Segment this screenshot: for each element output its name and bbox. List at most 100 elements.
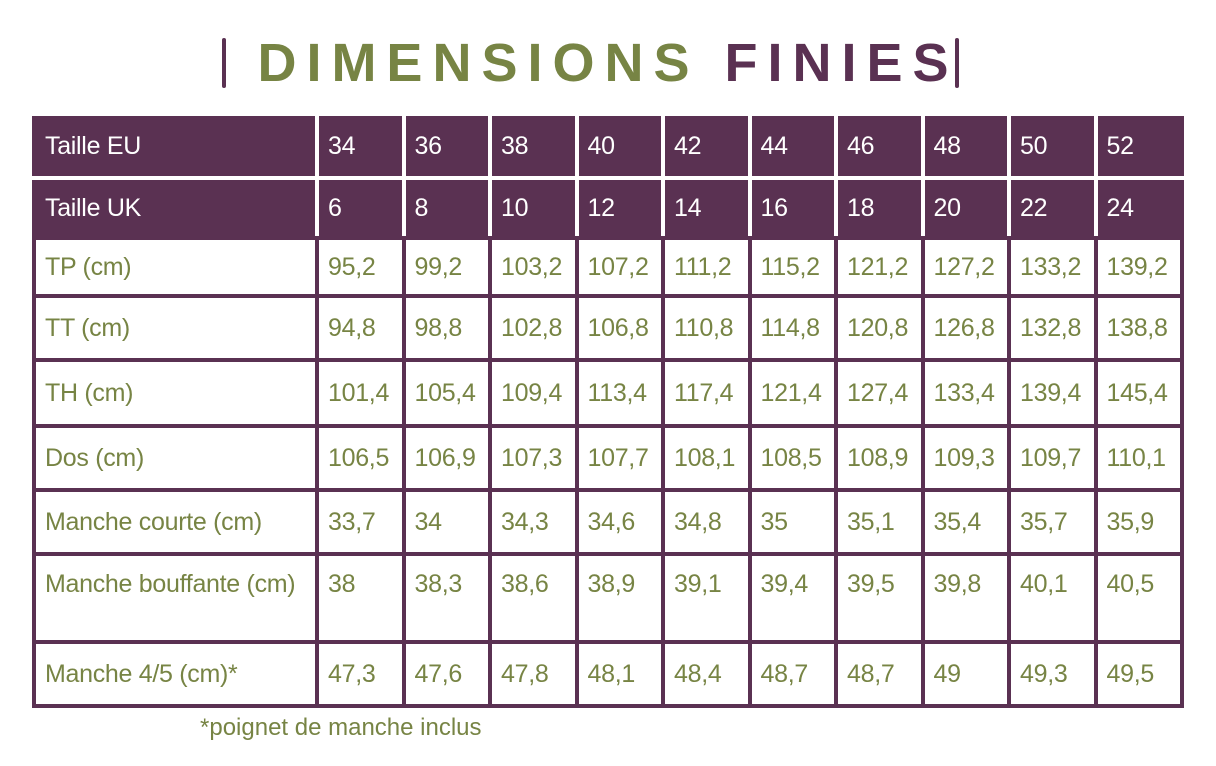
table-row: TT (cm) 94,8 98,8 102,8 106,8 110,8 114,8 120,8… xyxy=(32,294,1184,362)
table-cell: 113,4 xyxy=(574,358,665,428)
title-part-1: DIMENSIONS xyxy=(257,33,700,93)
table-cell: 34 xyxy=(401,488,492,556)
table-cell: 34 xyxy=(315,116,406,180)
table-cell: 121,4 xyxy=(747,358,838,428)
table-cell: 117,4 xyxy=(661,358,752,428)
page-title: DIMENSIONS FINIES xyxy=(0,28,1216,98)
table-cell: 106,8 xyxy=(574,294,665,362)
table-cell: 12 xyxy=(574,176,665,240)
row-label: Taille UK xyxy=(32,176,319,240)
row-label: Manche 4/5 (cm)* xyxy=(32,640,319,708)
table-cell: 99,2 xyxy=(401,236,492,298)
table-cell: 108,5 xyxy=(747,424,838,492)
table-cell: 34,3 xyxy=(488,488,579,556)
table-cell: 139,2 xyxy=(1093,236,1184,298)
table-cell: 42 xyxy=(661,116,752,180)
footnote: *poignet de manche inclus xyxy=(200,714,482,741)
table-cell: 40,5 xyxy=(1093,552,1184,644)
table-cell: 108,1 xyxy=(661,424,752,492)
table-cell: 133,2 xyxy=(1007,236,1098,298)
table-cell: 49 xyxy=(920,640,1011,708)
table-row: TP (cm) 95,2 99,2 103,2 107,2 111,2 115,2 121,2… xyxy=(32,236,1184,298)
table-cell: 107,3 xyxy=(488,424,579,492)
row-label: TH (cm) xyxy=(32,358,319,428)
table-cell: 39,5 xyxy=(834,552,925,644)
title-part-2: FINIES xyxy=(724,33,959,93)
table-cell: 139,4 xyxy=(1007,358,1098,428)
table-cell: 20 xyxy=(920,176,1011,240)
table-cell: 106,5 xyxy=(315,424,406,492)
table-cell: 48,4 xyxy=(661,640,752,708)
table-cell: 38,3 xyxy=(401,552,492,644)
table-row: Manche courte (cm) 33,7 34 34,3 34,6 34,8 35 35… xyxy=(32,488,1184,556)
table-cell: 10 xyxy=(488,176,579,240)
table-cell: 121,2 xyxy=(834,236,925,298)
table-cell: 6 xyxy=(315,176,406,240)
table-cell: 35,7 xyxy=(1007,488,1098,556)
table-cell: 107,2 xyxy=(574,236,665,298)
row-label: Manche courte (cm) xyxy=(32,488,319,556)
table-cell: 38 xyxy=(488,116,579,180)
row-label: Manche bouffante (cm) xyxy=(32,552,319,644)
size-table: Taille EU 34 36 38 40 42 44 46 48 50 52 Taille UK 6 8… xyxy=(32,116,1184,708)
table-cell: 109,7 xyxy=(1007,424,1098,492)
table-cell: 132,8 xyxy=(1007,294,1098,362)
table-cell: 49,3 xyxy=(1007,640,1098,708)
table-cell: 38,9 xyxy=(574,552,665,644)
table-cell: 46 xyxy=(834,116,925,180)
table-cell: 38,6 xyxy=(488,552,579,644)
title-left-bar xyxy=(222,38,226,88)
table-cell: 35,9 xyxy=(1093,488,1184,556)
table-cell: 35 xyxy=(747,488,838,556)
table-cell: 110,1 xyxy=(1093,424,1184,492)
table-cell: 138,8 xyxy=(1093,294,1184,362)
table-cell: 24 xyxy=(1093,176,1184,240)
table-cell: 40,1 xyxy=(1007,552,1098,644)
table-row: Manche bouffante (cm) 38 38,3 38,6 38,9 39,1 3… xyxy=(32,552,1184,644)
table-row: TH (cm) 101,4 105,4 109,4 113,4 117,4 121,4 127… xyxy=(32,358,1184,428)
row-label: TT (cm) xyxy=(32,294,319,362)
table-cell: 35,4 xyxy=(920,488,1011,556)
table-cell: 50 xyxy=(1007,116,1098,180)
table-cell: 126,8 xyxy=(920,294,1011,362)
table-cell: 49,5 xyxy=(1093,640,1184,708)
table-cell: 105,4 xyxy=(401,358,492,428)
table-cell: 34,6 xyxy=(574,488,665,556)
table-cell: 48,1 xyxy=(574,640,665,708)
table-cell: 40 xyxy=(574,116,665,180)
row-label: Dos (cm) xyxy=(32,424,319,492)
table-cell: 47,6 xyxy=(401,640,492,708)
table-cell: 39,4 xyxy=(747,552,838,644)
table-cell: 39,8 xyxy=(920,552,1011,644)
table-cell: 103,2 xyxy=(488,236,579,298)
row-label: TP (cm) xyxy=(32,236,319,298)
table-cell: 110,8 xyxy=(661,294,752,362)
table-cell: 44 xyxy=(747,116,838,180)
table-row: Taille UK 6 8 10 12 14 16 18 20 22 24 xyxy=(32,176,1184,240)
table-cell: 109,3 xyxy=(920,424,1011,492)
table-cell: 102,8 xyxy=(488,294,579,362)
table-cell: 48,7 xyxy=(747,640,838,708)
table-cell: 98,8 xyxy=(401,294,492,362)
table-cell: 48,7 xyxy=(834,640,925,708)
table-cell: 22 xyxy=(1007,176,1098,240)
table-cell: 95,2 xyxy=(315,236,406,298)
table-cell: 115,2 xyxy=(747,236,838,298)
table-cell: 34,8 xyxy=(661,488,752,556)
table-cell: 48 xyxy=(920,116,1011,180)
table-cell: 33,7 xyxy=(315,488,406,556)
table-cell: 47,8 xyxy=(488,640,579,708)
table-cell: 127,4 xyxy=(834,358,925,428)
table-cell: 52 xyxy=(1093,116,1184,180)
table-cell: 18 xyxy=(834,176,925,240)
table-cell: 36 xyxy=(401,116,492,180)
table-cell: 109,4 xyxy=(488,358,579,428)
table-cell: 94,8 xyxy=(315,294,406,362)
table-cell: 35,1 xyxy=(834,488,925,556)
table-cell: 108,9 xyxy=(834,424,925,492)
table-cell: 47,3 xyxy=(315,640,406,708)
table-cell: 101,4 xyxy=(315,358,406,428)
table-cell: 120,8 xyxy=(834,294,925,362)
table-row: Dos (cm) 106,5 106,9 107,3 107,7 108,1 108,5 10… xyxy=(32,424,1184,492)
table-cell: 8 xyxy=(401,176,492,240)
